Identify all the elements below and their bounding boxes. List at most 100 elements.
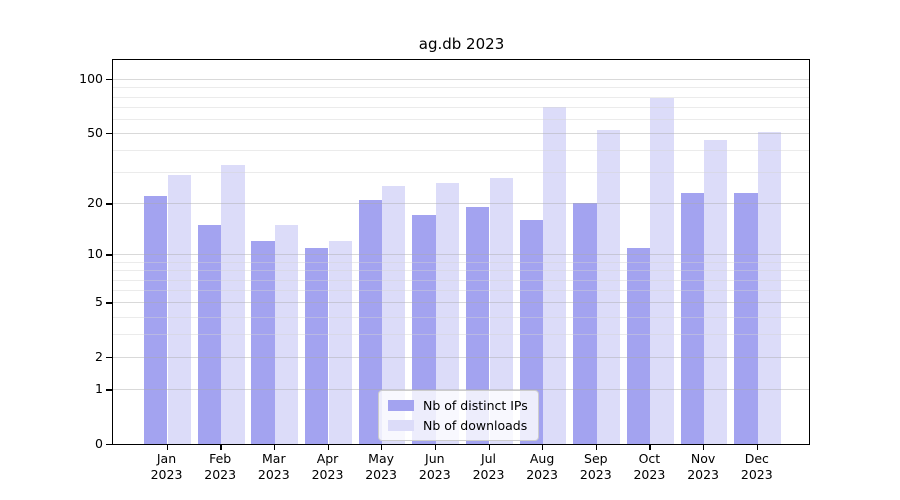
x-tick-month: Jun — [425, 451, 445, 466]
x-tick-mark — [488, 445, 490, 450]
bar-aug-ips — [519, 219, 544, 444]
x-tick-year: 2023 — [633, 467, 666, 482]
minor-gridline — [113, 96, 809, 98]
bar-jun-ips — [412, 215, 436, 444]
bar-jan-ips — [144, 196, 168, 444]
y-tick-mark — [106, 133, 112, 135]
major-gridline — [113, 133, 809, 135]
y-tick-label: 20 — [87, 195, 103, 211]
bar-dec-ips — [734, 192, 758, 444]
x-tick-mark — [434, 445, 437, 450]
minor-gridline — [113, 87, 809, 89]
bar-jan-downloads — [167, 175, 191, 444]
x-tick-month: Mar — [262, 451, 286, 466]
chart-title: ag.db 2023 — [418, 35, 505, 53]
bar-aug-downloads — [543, 106, 567, 444]
x-tick-month: Nov — [690, 451, 716, 466]
y-tick-label: 0 — [95, 436, 103, 451]
bar-jul-downloads — [489, 177, 513, 444]
x-tick-label-jun: Jun 2023 — [405, 451, 465, 483]
x-tick-month: Dec — [744, 451, 769, 466]
y-tick-label: 50 — [87, 125, 103, 141]
x-tick-label-mar: Mar 2023 — [244, 451, 304, 483]
x-tick-month: Jan — [156, 451, 177, 466]
legend-label-downloads: Nb of downloads — [423, 418, 528, 433]
x-tick-mark — [703, 445, 705, 450]
x-tick-year: 2023 — [150, 467, 183, 482]
x-tick-mark — [649, 445, 651, 450]
y-tick-label: 100 — [79, 71, 103, 86]
bar-mar-downloads — [274, 224, 299, 444]
bar-may-ips — [358, 199, 383, 444]
y-tick-mark — [106, 302, 112, 304]
y-tick-mark — [106, 203, 112, 205]
bar-jun-downloads — [435, 183, 460, 444]
x-tick-label-apr: Apr 2023 — [298, 451, 358, 483]
x-tick-label-oct: Oct 2023 — [619, 451, 679, 483]
bar-apr-downloads — [328, 241, 352, 444]
x-tick-mark — [166, 445, 168, 450]
x-tick-month: Feb — [209, 451, 232, 466]
legend: Nb of distinct IPs Nb of downloads — [378, 390, 539, 441]
x-tick-month: May — [368, 451, 395, 466]
bar-apr-ips — [305, 247, 329, 444]
legend-label-distinct-ips: Nb of distinct IPs — [423, 398, 528, 413]
x-tick-month: Sep — [584, 451, 608, 466]
x-tick-label-jul: Jul 2023 — [459, 451, 519, 483]
bar-oct-ips — [627, 247, 651, 444]
y-tick-mark — [106, 254, 112, 256]
bar-nov-ips — [680, 192, 705, 444]
x-tick-month: Aug — [529, 451, 555, 466]
x-tick-year: 2023 — [418, 467, 451, 482]
bar-mar-ips — [251, 241, 275, 444]
legend-item-distinct-ips: Nb of distinct IPs — [388, 398, 528, 413]
legend-swatch-distinct-ips — [388, 400, 414, 411]
y-tick-mark — [106, 79, 112, 81]
x-tick-mark — [542, 445, 544, 450]
x-tick-mark — [220, 445, 222, 450]
x-tick-label-feb: Feb 2023 — [190, 451, 250, 483]
legend-item-downloads: Nb of downloads — [388, 418, 528, 433]
x-tick-year: 2023 — [311, 467, 344, 482]
bar-sep-downloads — [596, 130, 621, 444]
y-tick-mark — [106, 389, 112, 391]
bar-sep-ips — [573, 203, 597, 444]
y-tick-label: 10 — [87, 246, 103, 262]
y-tick-mark — [106, 444, 112, 446]
x-tick-label-aug: Aug 2023 — [512, 451, 572, 483]
legend-swatch-downloads — [388, 420, 414, 431]
bar-feb-downloads — [221, 165, 245, 444]
x-tick-year: 2023 — [740, 467, 773, 482]
minor-gridline — [113, 118, 809, 120]
x-tick-label-nov: Nov 2023 — [673, 451, 733, 483]
y-tick-label: 1 — [95, 381, 103, 397]
x-tick-mark — [273, 445, 276, 450]
minor-gridline — [113, 106, 809, 108]
bar-jul-ips — [466, 207, 490, 444]
bar-may-downloads — [382, 186, 406, 444]
bar-nov-downloads — [704, 139, 728, 444]
bar-oct-downloads — [650, 98, 674, 444]
x-tick-mark — [756, 445, 759, 450]
x-tick-mark — [381, 445, 383, 450]
x-tick-year: 2023 — [365, 467, 397, 482]
bar-dec-downloads — [757, 131, 782, 444]
y-tick-mark — [106, 357, 112, 359]
y-tick-label: 2 — [95, 349, 103, 365]
x-tick-year: 2023 — [687, 467, 719, 482]
x-tick-year: 2023 — [472, 467, 505, 482]
x-tick-year: 2023 — [204, 467, 237, 482]
x-tick-month: Apr — [316, 451, 339, 466]
plot-area — [112, 59, 810, 445]
x-tick-mark — [327, 445, 329, 450]
x-tick-year: 2023 — [257, 467, 290, 482]
major-gridline — [113, 79, 809, 80]
x-tick-month: Jul — [480, 451, 497, 466]
bar-feb-ips — [197, 224, 222, 444]
x-tick-label-may: May 2023 — [351, 451, 411, 483]
x-tick-mark — [595, 445, 598, 450]
x-tick-year: 2023 — [526, 467, 558, 482]
x-tick-year: 2023 — [579, 467, 612, 482]
x-tick-label-dec: Dec 2023 — [727, 451, 787, 483]
